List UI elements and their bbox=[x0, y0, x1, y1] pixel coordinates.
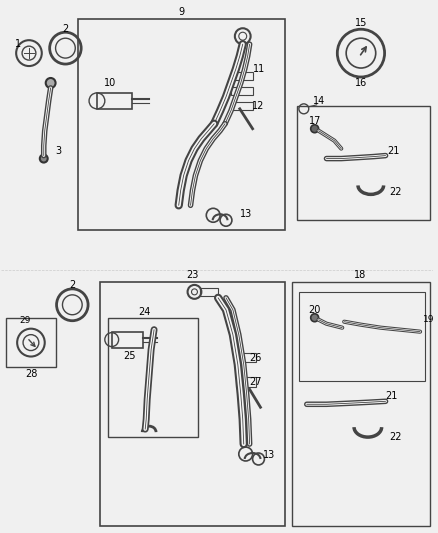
Text: 2: 2 bbox=[69, 280, 75, 290]
Circle shape bbox=[311, 125, 318, 133]
Circle shape bbox=[40, 155, 48, 163]
Text: 21: 21 bbox=[387, 146, 399, 156]
Text: 16: 16 bbox=[355, 78, 367, 88]
Text: 14: 14 bbox=[312, 96, 325, 106]
Circle shape bbox=[46, 78, 56, 88]
Text: 24: 24 bbox=[138, 307, 150, 317]
Text: 3: 3 bbox=[56, 146, 62, 156]
Bar bbox=[297, 106, 430, 220]
Text: 20: 20 bbox=[308, 305, 321, 315]
Bar bbox=[112, 332, 143, 348]
Bar bbox=[6, 318, 56, 367]
Text: 28: 28 bbox=[25, 369, 37, 379]
Bar bbox=[236, 352, 255, 362]
Bar bbox=[236, 377, 255, 387]
Text: 25: 25 bbox=[123, 351, 136, 360]
Text: 29: 29 bbox=[19, 316, 31, 325]
Bar bbox=[78, 19, 285, 230]
Text: 12: 12 bbox=[252, 101, 265, 111]
Bar bbox=[97, 93, 132, 109]
Text: 1: 1 bbox=[15, 39, 21, 49]
Text: 2: 2 bbox=[62, 24, 68, 34]
Text: 21: 21 bbox=[385, 391, 398, 401]
Bar bbox=[292, 282, 430, 526]
Text: 27: 27 bbox=[249, 377, 262, 387]
Text: 11: 11 bbox=[253, 64, 265, 74]
Text: 10: 10 bbox=[104, 78, 116, 88]
Bar bbox=[231, 87, 253, 95]
Text: 18: 18 bbox=[354, 270, 366, 280]
Text: 22: 22 bbox=[389, 432, 402, 442]
Text: 13: 13 bbox=[240, 209, 252, 219]
Bar bbox=[100, 282, 285, 526]
Text: 22: 22 bbox=[389, 188, 402, 197]
Text: 13: 13 bbox=[263, 450, 276, 460]
Bar bbox=[231, 72, 253, 80]
Text: 9: 9 bbox=[179, 7, 185, 18]
Text: 15: 15 bbox=[355, 18, 367, 28]
Text: 23: 23 bbox=[186, 270, 199, 280]
Text: 26: 26 bbox=[249, 352, 262, 362]
Text: 19: 19 bbox=[423, 315, 434, 324]
Text: 17: 17 bbox=[308, 116, 321, 126]
Bar bbox=[231, 102, 253, 110]
Circle shape bbox=[311, 314, 318, 322]
Bar bbox=[299, 292, 425, 382]
Bar bbox=[108, 318, 198, 437]
Bar bbox=[200, 288, 218, 296]
